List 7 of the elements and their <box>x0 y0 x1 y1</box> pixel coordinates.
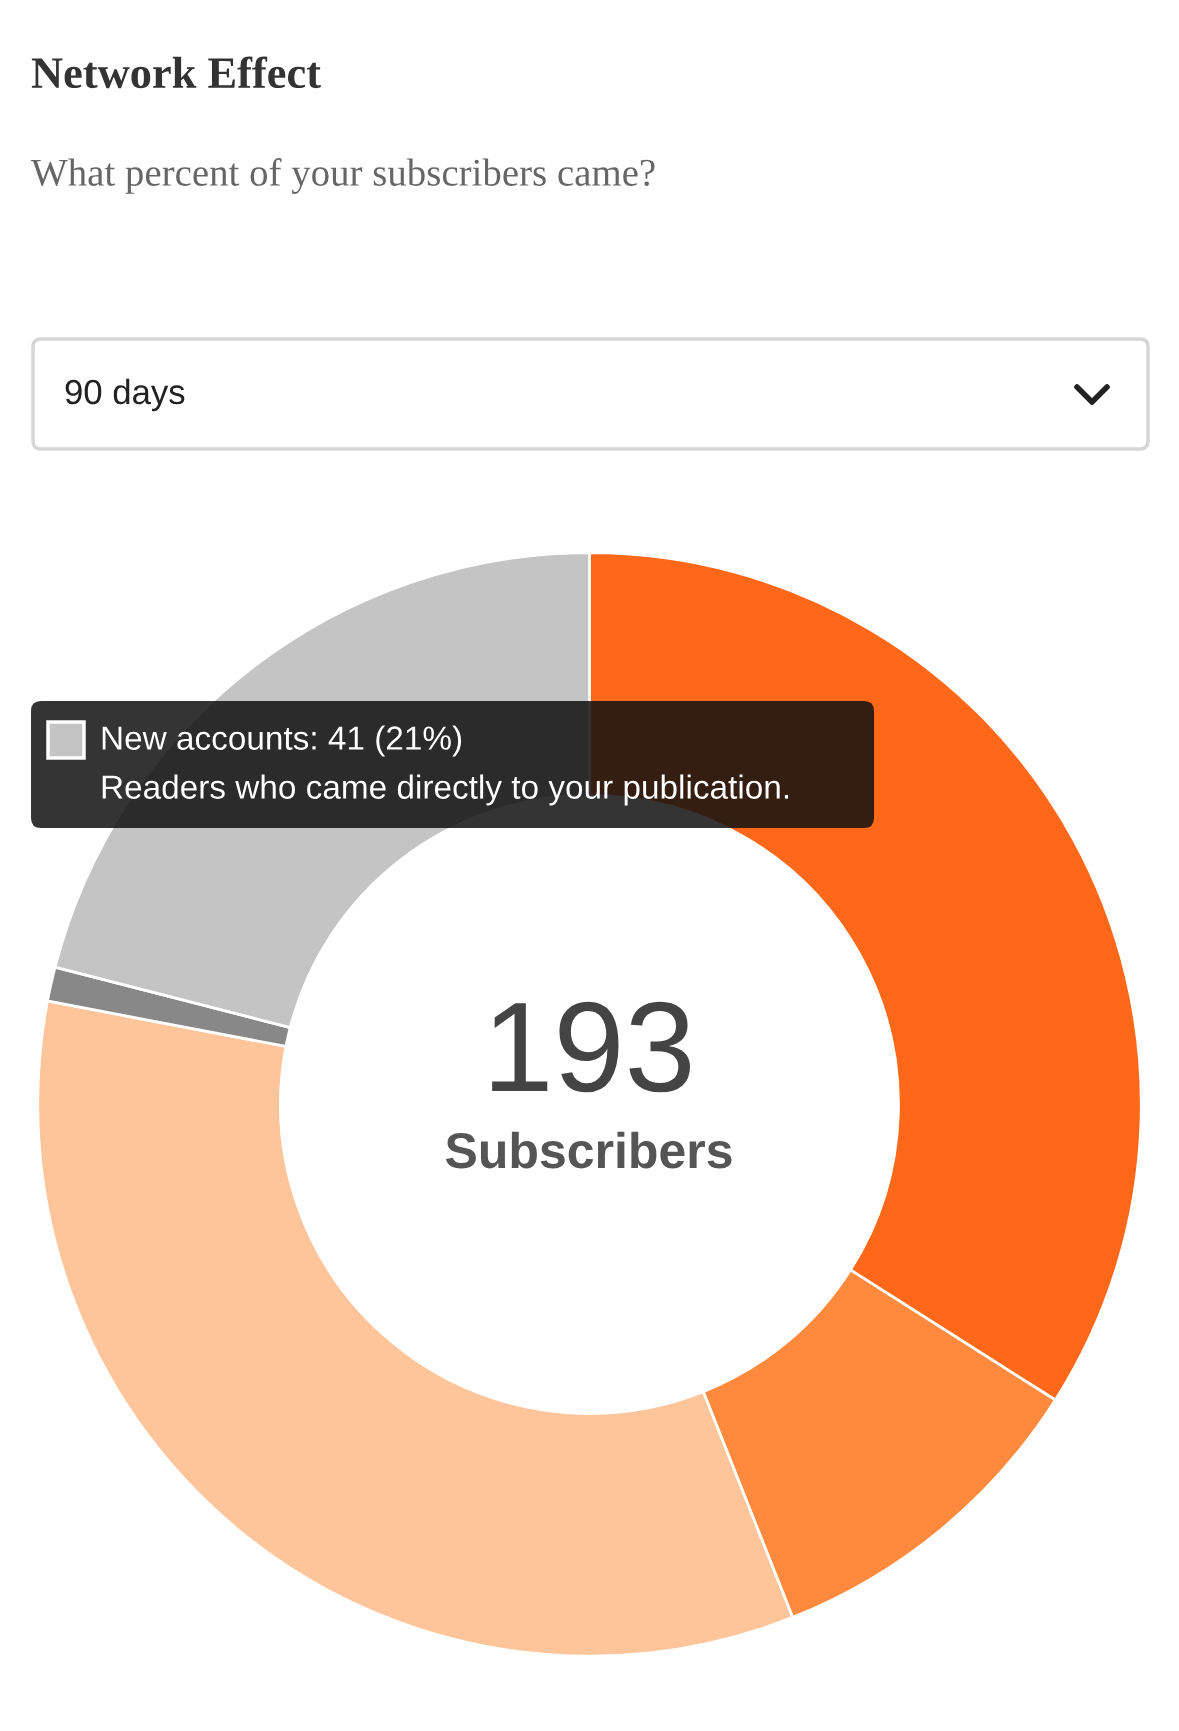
chart-subtitle: What percent of your subscribers came? <box>31 158 655 194</box>
text: New accounts: 41 (21%) <box>102 725 462 757</box>
text: Subscribers <box>445 1131 732 1169</box>
chart-title: Network Effect <box>31 56 321 89</box>
text: 193 <box>492 1001 690 1093</box>
text: 90 days <box>65 378 185 412</box>
text: Readers who came directly to your publication. <box>102 774 789 806</box>
